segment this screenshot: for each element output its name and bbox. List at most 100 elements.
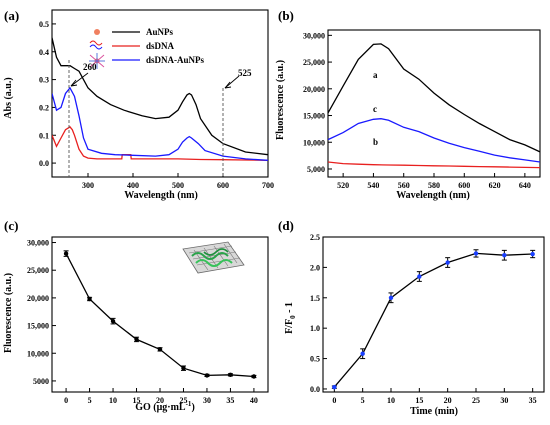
data-point <box>530 251 535 257</box>
y-tick-label: 0.4 <box>39 48 49 57</box>
gold-nanoparticle-icon <box>94 29 100 35</box>
x-tick-label: 20 <box>444 396 452 405</box>
panel-a: (a) 300 400 500 600 700 0.0 0.1 0.2 0.3 0.4 0.5 Wa… <box>3 8 274 201</box>
curve-label-b: b <box>373 137 378 147</box>
y-tick-label: 15,000 <box>303 112 325 121</box>
curve-label-c: c <box>373 104 377 114</box>
legend-item-dsdna: dsDNA <box>89 40 175 51</box>
legend-item-dsdna-aunps: dsDNA-AuNPs <box>89 53 205 69</box>
y-tick-label: 25,000 <box>303 58 325 67</box>
x-tick-label: 15 <box>415 396 423 405</box>
x-tick-label: 35 <box>226 396 234 405</box>
y-tick-label: 0.1 <box>39 131 49 140</box>
panel-label-d: (d) <box>278 218 294 233</box>
panel-d: (d) 0 5 10 15 20 25 30 35 0.0 0.5 1.0 1.5 2.0 2.5 Tim… <box>278 218 545 417</box>
x-tick-label: 500 <box>172 181 184 190</box>
ylabel-d-end: - 1 <box>284 302 295 315</box>
annotations-a: 260 525 <box>68 60 252 177</box>
y-tick-label: 0.5 <box>39 20 49 29</box>
data-point <box>445 260 450 265</box>
data-point <box>417 274 422 279</box>
y-tick-label: 15,000 <box>27 322 49 331</box>
plot-frame-d <box>322 236 545 393</box>
x-tick-label: 5 <box>361 396 365 405</box>
x-tick-label: 0 <box>64 396 68 405</box>
data-point <box>63 251 69 256</box>
x-tick-label: 560 <box>398 181 410 190</box>
series-line-a-dsdna <box>52 126 268 161</box>
axes-d: 0 5 10 15 20 25 30 35 0.0 0.5 1.0 1.5 2.0 2.5 <box>310 233 545 405</box>
y-tick-label: 5,000 <box>307 165 325 174</box>
xlabel-d: Time (min) <box>410 406 458 417</box>
x-tick-label: 600 <box>458 181 470 190</box>
y-tick-label: 20,000 <box>303 85 325 94</box>
ylabel-b: Fluorescence (a.u.) <box>275 60 286 140</box>
data-point <box>134 337 139 342</box>
ylabel-d-main: F/F <box>284 319 295 334</box>
x-tick-label: 520 <box>337 181 349 190</box>
axes-b: 520 540 560 580 600 620 640 5,000 10,000 15,000 20… <box>303 29 541 190</box>
x-tick-label: 30 <box>500 396 508 405</box>
x-tick-label: 30 <box>203 396 211 405</box>
x-tick-label: 10 <box>109 396 117 405</box>
y-tick-label: 0.0 <box>39 159 49 168</box>
legend-label-dsdna-aunps: dsDNA-AuNPs <box>146 55 205 65</box>
y-tick-label: 2.0 <box>310 263 320 272</box>
x-tick-label: 10 <box>387 396 395 405</box>
x-tick-label: 640 <box>519 181 531 190</box>
data-point <box>332 384 337 390</box>
data-point <box>204 373 210 378</box>
plot-frame-b <box>327 29 541 178</box>
annotation-525: 525 <box>238 68 252 78</box>
series-line-b-a <box>328 43 540 153</box>
ylabel-d: F/F0 - 1 <box>284 302 297 334</box>
legend-label-dsdna: dsDNA <box>146 41 175 51</box>
xlabel-c: GO (μg·mL-1) <box>135 400 195 413</box>
arrow-260 <box>70 72 89 87</box>
y-tick-label: 30,000 <box>27 239 49 248</box>
series-line-a-dsdna-aunps <box>52 86 268 161</box>
graphene-sheet-icon <box>182 241 245 274</box>
y-tick-label: 10,000 <box>303 138 325 147</box>
y-tick-label: 0.3 <box>39 76 49 85</box>
axes-a: 300 400 500 600 700 0.0 0.1 0.2 0.3 0.4 0.5 <box>39 9 274 190</box>
legend-a: AuNPs dsDNA dsDNA-AuNPs <box>89 27 205 69</box>
y-tick-label: 10,000 <box>27 349 49 358</box>
series-line-d-0 <box>333 252 533 388</box>
arrow-525 <box>224 75 240 89</box>
x-tick-label: 300 <box>82 181 94 190</box>
axes-c: 0 5 10 15 20 25 30 35 40 5000 10,000 15,000 20,000 25… <box>27 236 269 405</box>
data-point <box>87 296 92 302</box>
ylabel-c: Fluorescence (a.u.) <box>3 273 14 353</box>
x-tick-label: 0 <box>332 396 336 405</box>
curve-label-a: a <box>373 70 378 80</box>
panel-c: (c) 0 5 10 15 20 25 30 35 40 5000 10,000 15,000 20,0… <box>3 218 269 413</box>
y-tick-label: 2.5 <box>310 233 320 242</box>
y-tick-label: 0.5 <box>310 355 320 364</box>
x-tick-label: 580 <box>428 181 440 190</box>
xlabel-c-superscript: -1 <box>186 400 192 408</box>
panel-label-c: (c) <box>4 218 18 233</box>
annotation-260: 260 <box>83 62 97 72</box>
y-tick-label: 1.0 <box>310 324 320 333</box>
data-point <box>502 253 507 258</box>
data-point <box>360 351 365 356</box>
y-tick-label: 20,000 <box>27 294 49 303</box>
data-point <box>181 365 186 371</box>
series-line-b-b <box>328 161 540 169</box>
data-point <box>228 372 233 378</box>
y-tick-label: 0.2 <box>39 103 49 112</box>
y-tick-label: 5000 <box>33 377 49 386</box>
data-point <box>157 347 163 352</box>
ylabel-a: Abs (a.u.) <box>3 77 14 118</box>
x-tick-label: 25 <box>472 396 480 405</box>
x-tick-label: 15 <box>133 396 141 405</box>
legend-item-aunps: AuNPs <box>94 27 174 37</box>
series-line-a-aunps <box>52 37 268 156</box>
y-tick-label: 25,000 <box>27 266 49 275</box>
xlabel-a: Wavelength (nm) <box>124 190 198 201</box>
annotations-b: a c b <box>373 70 378 147</box>
x-tick-label: 600 <box>217 181 229 190</box>
x-tick-label: 35 <box>529 396 537 405</box>
